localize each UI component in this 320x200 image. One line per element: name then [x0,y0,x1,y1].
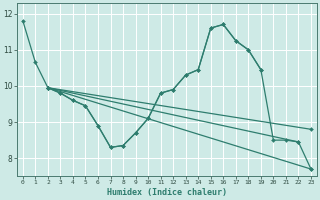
X-axis label: Humidex (Indice chaleur): Humidex (Indice chaleur) [107,188,227,197]
